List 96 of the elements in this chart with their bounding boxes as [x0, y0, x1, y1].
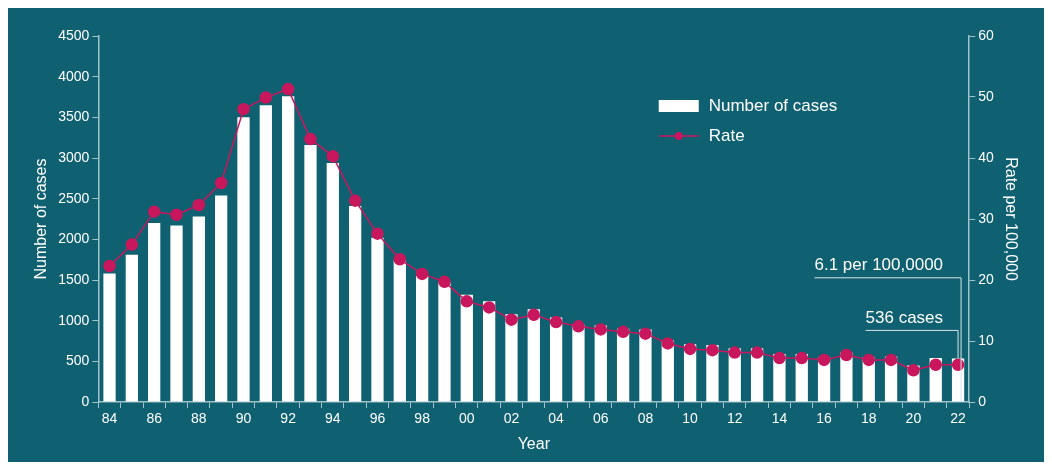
bar: [415, 275, 429, 402]
x-tick-label: 96: [369, 410, 386, 427]
y2-axis-title: Rate per 100,000: [1002, 157, 1020, 281]
y-tick-label: 4500: [58, 26, 90, 43]
y-tick-label: 3000: [58, 148, 90, 165]
point: [683, 342, 697, 356]
bar: [438, 282, 451, 402]
bar: [103, 273, 116, 402]
x-tick-label: 86: [146, 410, 163, 427]
bar: [304, 144, 317, 402]
bar: [393, 260, 406, 402]
bar: [349, 205, 362, 402]
point: [326, 149, 340, 163]
point: [795, 351, 808, 365]
point: [482, 301, 496, 314]
y-tick-label: 4000: [58, 67, 90, 84]
point: [393, 253, 407, 266]
point: [840, 348, 853, 362]
x-tick-label: 16: [816, 410, 833, 427]
y2-tick-label: 30: [978, 209, 995, 226]
point: [125, 238, 139, 251]
bar: [125, 254, 138, 402]
y2-tick-label: 0: [978, 392, 987, 409]
point: [237, 102, 250, 116]
point: [438, 275, 451, 289]
bar: [326, 162, 339, 402]
point: [214, 176, 228, 190]
point: [706, 343, 719, 357]
y-tick-label: 1500: [58, 270, 90, 287]
point: [415, 267, 429, 281]
y-tick-label: 500: [65, 352, 90, 369]
bar: [237, 117, 250, 402]
x-tick-label: 06: [592, 410, 609, 427]
x-tick-label: 94: [325, 410, 341, 427]
point: [929, 358, 942, 372]
point: [750, 346, 764, 359]
x-tick-label: 04: [548, 410, 565, 427]
x-tick-label: 08: [637, 410, 654, 427]
x-tick-label: 14: [771, 410, 788, 427]
point: [371, 227, 384, 240]
point: [907, 364, 920, 377]
bar: [259, 105, 272, 402]
point: [527, 308, 541, 322]
x-tick-label: 90: [235, 410, 252, 427]
y-tick-label: 2000: [58, 230, 90, 247]
y-tick-label: 2500: [58, 189, 90, 206]
legend-label: Rate: [708, 125, 745, 145]
point: [661, 337, 675, 350]
y2-tick-label: 20: [978, 270, 995, 287]
bar: [170, 225, 183, 402]
point: [728, 346, 742, 359]
x-tick-label: 20: [905, 410, 922, 427]
x-tick-label: 10: [682, 410, 699, 427]
point: [103, 259, 116, 273]
point: [884, 353, 898, 367]
bar: [192, 216, 205, 402]
y2-tick-label: 50: [978, 87, 995, 104]
x-tick-label: 88: [191, 410, 207, 427]
point: [817, 353, 831, 367]
y-tick-label: 3500: [58, 108, 90, 125]
annotation: 536 cases: [865, 307, 944, 327]
bar: [215, 195, 228, 402]
x-tick-label: 92: [280, 410, 297, 427]
point: [259, 91, 273, 104]
x-tick-label: 18: [860, 410, 877, 427]
bar: [282, 96, 295, 402]
point: [192, 198, 206, 212]
point: [348, 194, 362, 207]
x-tick-label: 02: [503, 410, 520, 427]
y-tick-label: 0: [81, 392, 90, 409]
y2-tick-label: 40: [978, 148, 995, 165]
x-tick-label: 22: [950, 410, 967, 427]
point: [572, 320, 585, 333]
point: [616, 325, 630, 339]
y2-tick-label: 60: [978, 26, 995, 43]
point: [773, 351, 786, 365]
legend-label: Number of cases: [708, 95, 838, 115]
y-axis-title: Number of cases: [32, 158, 50, 280]
point: [281, 82, 295, 96]
bar: [148, 223, 161, 402]
x-tick-label: 12: [726, 410, 743, 427]
y-tick-label: 1000: [58, 311, 90, 328]
bar: [371, 237, 384, 402]
x-tick-label: 98: [414, 410, 431, 427]
point: [460, 295, 474, 308]
point: [147, 205, 161, 218]
point: [594, 323, 608, 336]
x-tick-label: 00: [459, 410, 475, 427]
x-tick-label: 84: [101, 410, 118, 427]
point: [304, 132, 317, 146]
point: [862, 353, 875, 367]
point: [170, 208, 183, 221]
annotation: 6.1 per 100,0000: [814, 254, 944, 274]
y2-tick-label: 10: [978, 331, 995, 348]
x-axis-title: Year: [517, 434, 551, 452]
point: [549, 315, 563, 329]
